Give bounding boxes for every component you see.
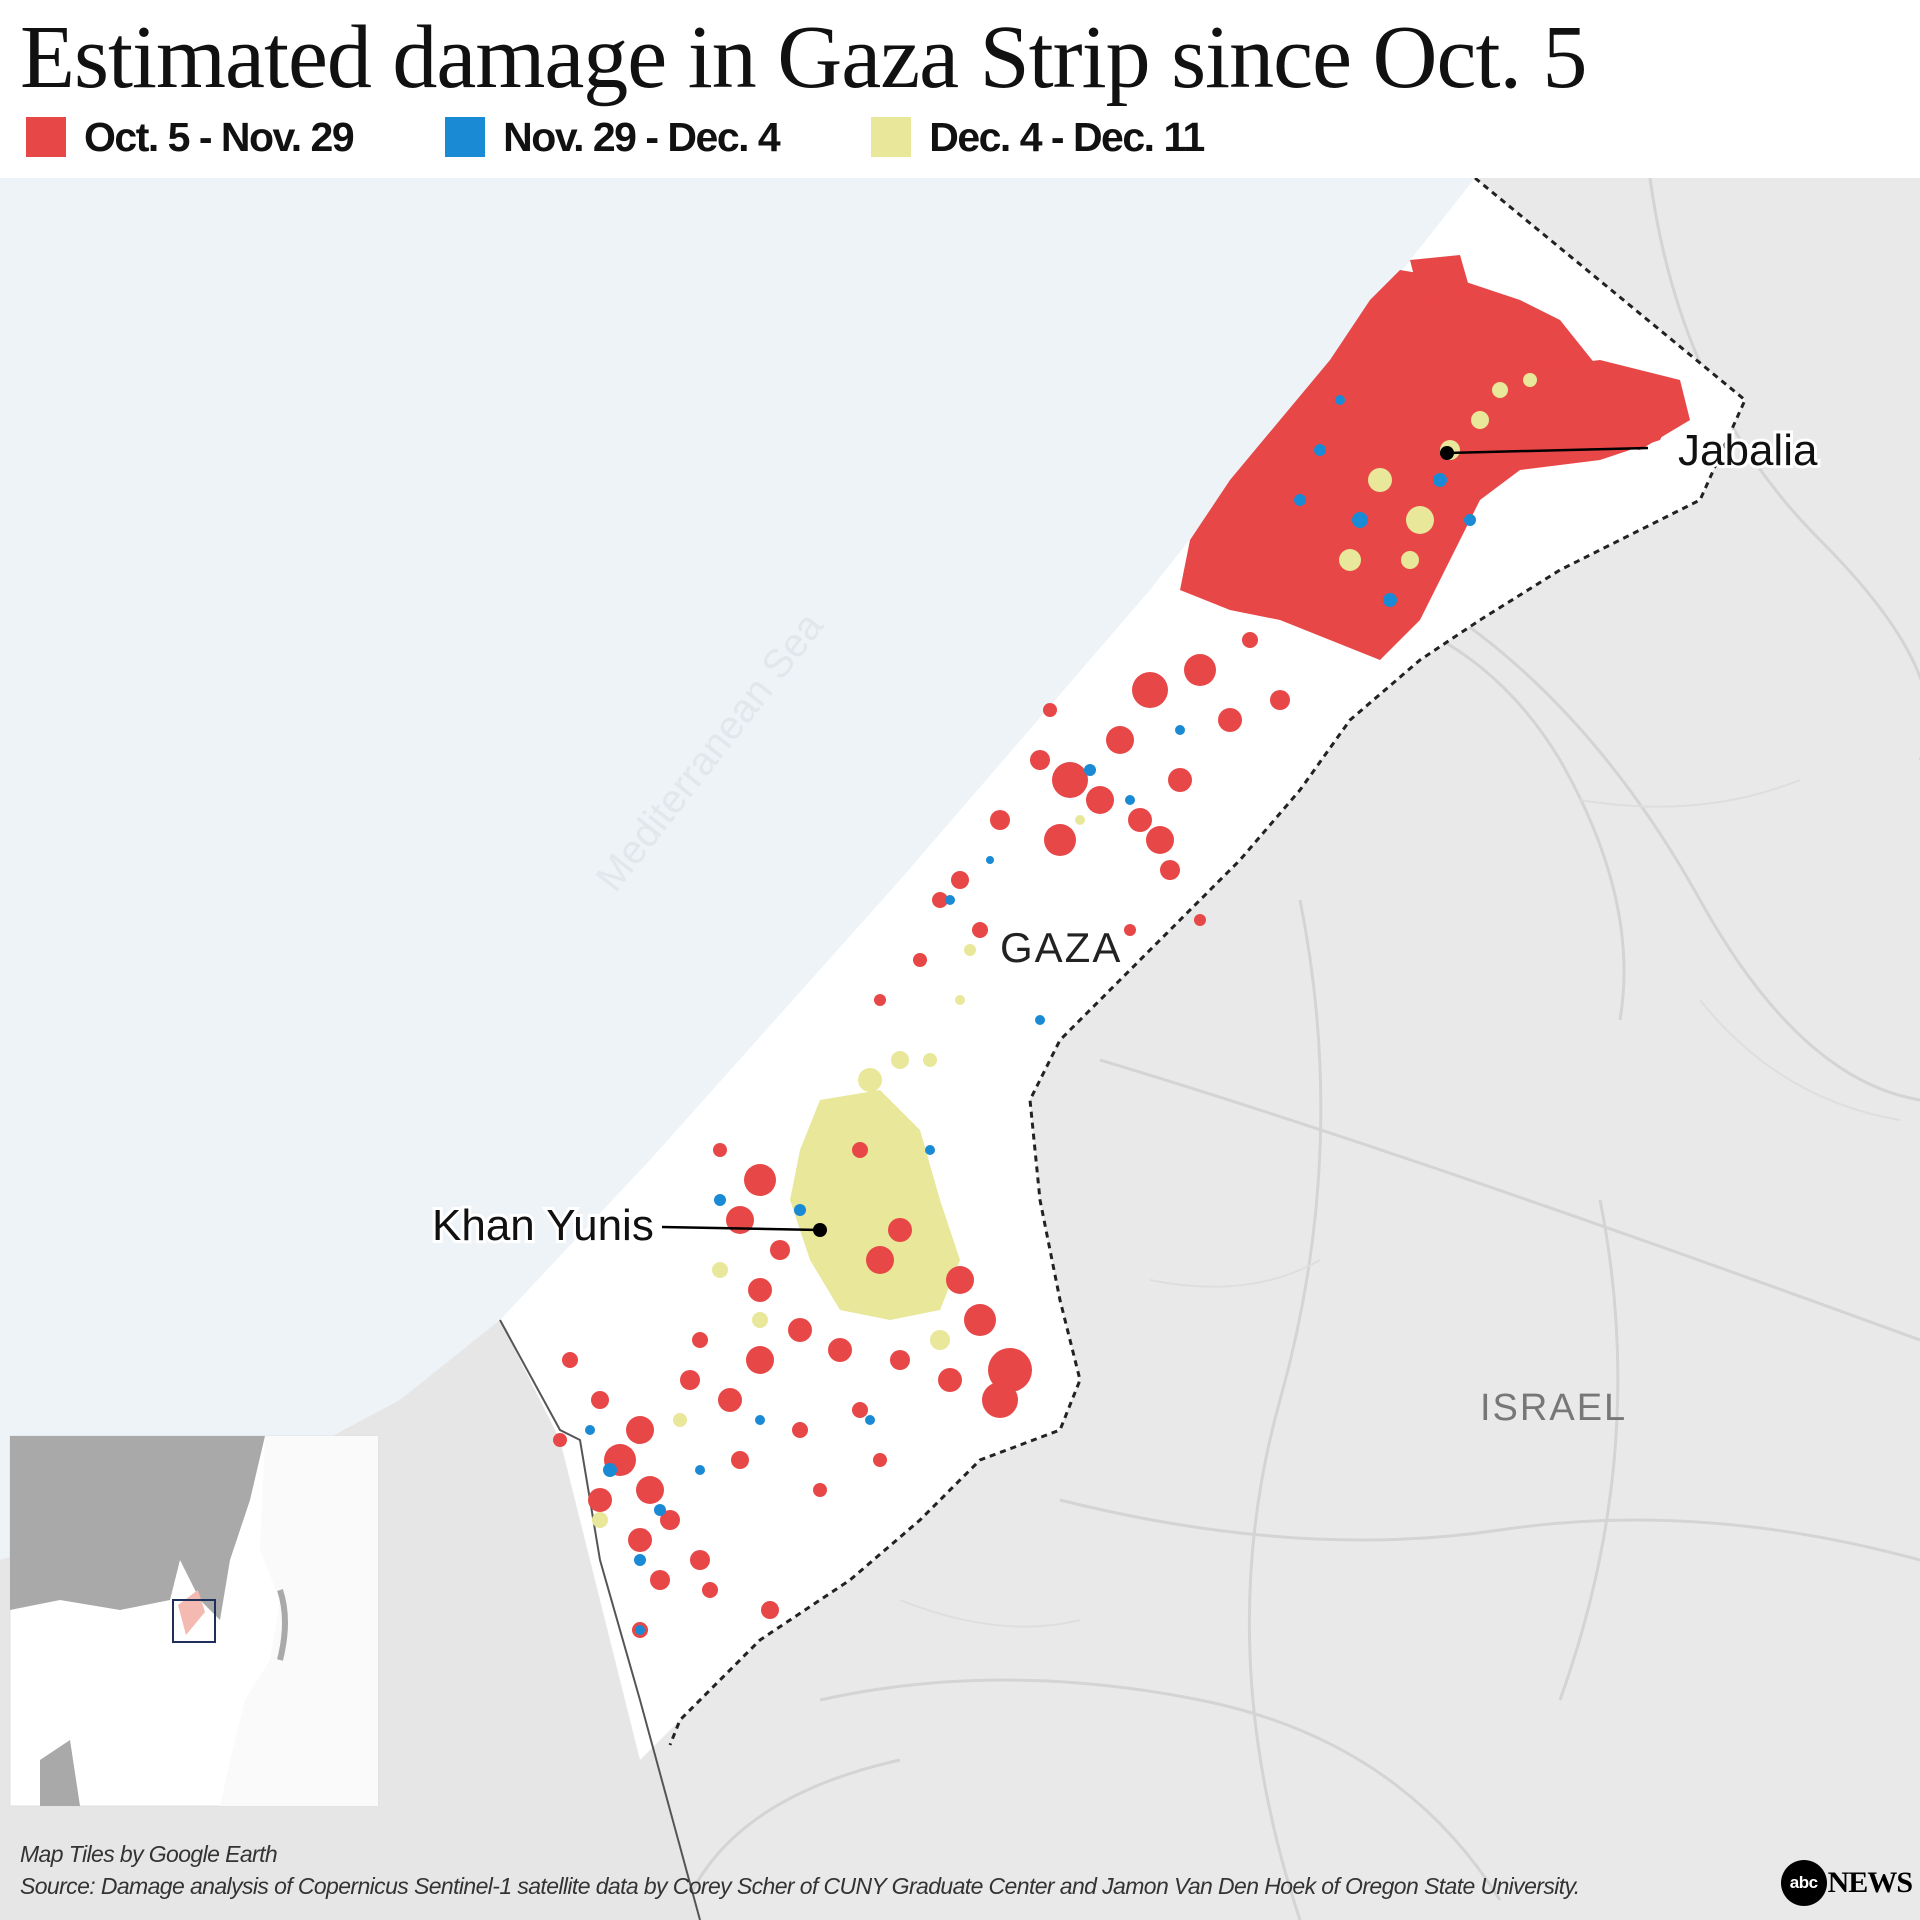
country-label-israel: ISRAEL <box>1480 1387 1627 1429</box>
jabalia-leader-line <box>1446 446 1649 455</box>
damage-speckles-mid <box>874 632 1290 1065</box>
map: Mediterranean Sea <box>0 178 1920 1920</box>
inset-map <box>9 1435 379 1807</box>
legend-swatch-yellow <box>871 117 912 157</box>
legend-label: Nov. 29 - Dec. 4 <box>503 113 781 160</box>
footer: Map Tiles by Google Earth Source: Damage… <box>20 1838 1580 1902</box>
legend-label: Dec. 4 - Dec. 11 <box>929 113 1205 160</box>
legend-item-dec4-dec11: Dec. 4 - Dec. 11 <box>871 113 1205 161</box>
legend-swatch-blue <box>445 117 486 157</box>
logo-circle: abc <box>1780 1860 1827 1906</box>
roads <box>678 178 1920 1920</box>
israel-border <box>668 178 1747 1746</box>
damage-speckles-south-blue <box>585 1145 935 1635</box>
damage-speckles-north <box>1294 373 1537 607</box>
inset-locator-box <box>172 1599 216 1643</box>
city-label-khan-yunis: Khan Yunis <box>432 1201 654 1250</box>
damage-layer <box>553 255 1690 1638</box>
damage-cluster-khan-yunis <box>790 1090 960 1320</box>
map-svg: Mediterranean Sea <box>0 178 1920 1920</box>
khan-yunis-marker <box>813 1223 827 1237</box>
legend: Oct. 5 - Nov. 29 Nov. 29 - Dec. 4 Dec. 4… <box>26 112 1296 162</box>
region-label-gaza: GAZA <box>1000 924 1122 971</box>
abc-news-logo: abc NEWS <box>1780 1860 1913 1906</box>
legend-label: Oct. 5 - Nov. 29 <box>84 113 355 160</box>
damage-speckles-south <box>553 1142 1032 1638</box>
city-label-jabalia: Jabalia <box>1678 426 1818 475</box>
sea-area <box>0 178 1480 1560</box>
tiles-credit: Map Tiles by Google Earth <box>20 1841 278 1867</box>
legend-item-oct5-nov29: Oct. 5 - Nov. 29 <box>26 113 355 161</box>
legend-item-nov29-dec4: Nov. 29 - Dec. 4 <box>445 113 781 161</box>
damage-speckles-mid-blue <box>945 725 1185 1025</box>
damage-speckles-mid-yellow <box>923 815 1085 1067</box>
damage-cluster-top <box>1410 255 1470 300</box>
jabalia-marker <box>1440 446 1454 460</box>
khan-yunis-leader-line <box>661 1225 821 1232</box>
legend-swatch-red <box>26 117 66 157</box>
source-credit: Source: Damage analysis of Copernicus Se… <box>20 1873 1580 1899</box>
logo-text: NEWS <box>1827 1866 1913 1899</box>
page-title: Estimated damage in Gaza Strip since Oct… <box>20 8 1587 107</box>
damage-speckles-south-yellow <box>592 1051 950 1528</box>
damage-cluster-east <box>1520 360 1690 450</box>
